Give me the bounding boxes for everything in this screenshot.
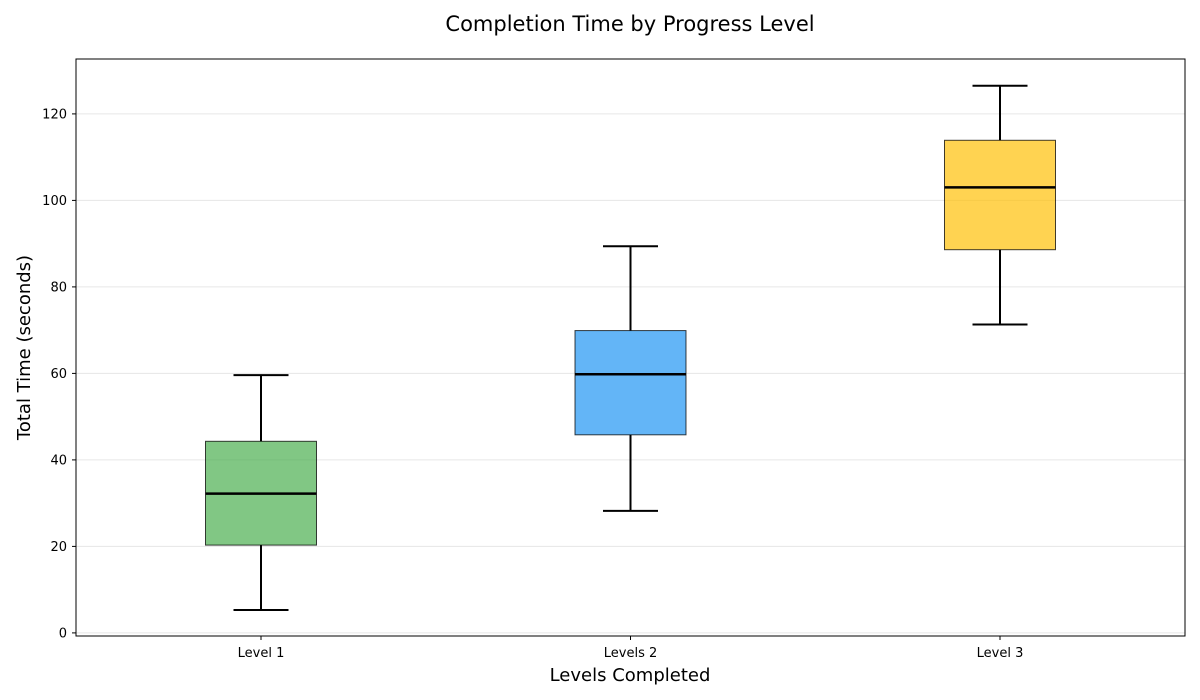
x-tick-label: Level 1 [238,646,285,661]
y-tick-label: 20 [50,540,67,555]
x-tick-label: Level 3 [977,646,1024,661]
box-group [205,374,317,611]
y-tick-label: 60 [50,367,67,382]
y-tick-label: 40 [50,453,67,468]
y-tick-label: 0 [59,626,67,641]
y-axis-label: Total Time (seconds) [14,255,35,441]
boxes [205,84,1056,611]
iqr-box [944,139,1056,251]
x-tick-label: Levels 2 [604,646,658,661]
iqr-box [574,330,687,436]
chart-title: Completion Time by Progress Level [445,12,814,36]
y-tick-label: 120 [42,107,67,122]
x-axis: Level 1 Levels 2 Level 3 [238,636,1024,661]
x-axis-label: Levels Completed [550,665,711,686]
box-group [574,245,687,512]
y-axis: 0 20 40 60 80 100 120 [42,107,76,641]
y-tick-label: 80 [50,280,67,295]
y-tick-label: 100 [42,194,67,209]
box-group [944,84,1056,326]
